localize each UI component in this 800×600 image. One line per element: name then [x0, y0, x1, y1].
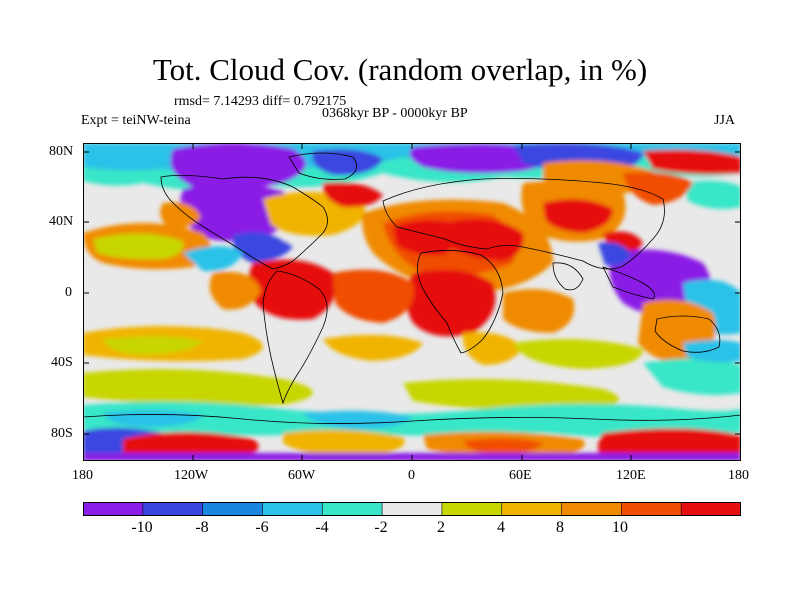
- colorbar-swatch: [202, 502, 264, 516]
- colorbar-label: -6: [255, 519, 269, 536]
- lat-label-80s: 80S: [51, 426, 73, 441]
- lon-label-0: 0: [408, 468, 415, 483]
- colorbar-swatch: [262, 502, 324, 516]
- colorbar-label: 10: [612, 519, 628, 536]
- lon-label-180w: 180: [72, 468, 93, 483]
- lon-label-180e: 180: [728, 468, 749, 483]
- coastlines: [83, 152, 741, 424]
- colorbar: [83, 502, 741, 516]
- colorbar-swatch: [83, 502, 144, 516]
- experiment-label: Expt = teiNW-teina: [81, 113, 191, 128]
- period-label: 0368kyr BP - 0000kyr BP: [322, 106, 468, 121]
- colorbar-swatch: [561, 502, 623, 516]
- lat-label-40n: 40N: [49, 214, 74, 229]
- cloud-cover-map: [83, 143, 741, 461]
- lon-label-120e: 120E: [616, 468, 646, 483]
- map-ticks: [83, 143, 741, 461]
- colorbar-swatch: [321, 502, 383, 516]
- colorbar-swatch: [441, 502, 503, 516]
- colorbar-label: 4: [497, 519, 505, 536]
- colorbar-swatch: [381, 502, 443, 516]
- colorbar-swatch: [501, 502, 563, 516]
- colorbar-swatch: [680, 502, 741, 516]
- colorbar-label: -10: [131, 519, 153, 536]
- lon-label-60w: 60W: [288, 468, 316, 483]
- colorbar-swatch: [142, 502, 204, 516]
- map-title: Tot. Cloud Cov. (random overlap, in %): [152, 52, 648, 87]
- rmsd-diff-stats: rmsd= 7.14293 diff= 0.792175: [174, 94, 347, 109]
- lat-label-0: 0: [65, 285, 72, 300]
- lon-label-120w: 120W: [174, 468, 209, 483]
- colorbar-label: -8: [195, 519, 209, 536]
- colorbar-label: -4: [315, 519, 329, 536]
- lat-label-40s: 40S: [51, 355, 73, 370]
- colorbar-label: -2: [374, 519, 388, 536]
- colorbar-label: 2: [437, 519, 445, 536]
- lon-label-60e: 60E: [509, 468, 532, 483]
- lat-label-80n: 80N: [49, 144, 74, 159]
- season-label: JJA: [714, 113, 736, 128]
- anomaly-field: [83, 143, 741, 461]
- colorbar-label: 8: [556, 519, 564, 536]
- colorbar-swatch: [621, 502, 682, 516]
